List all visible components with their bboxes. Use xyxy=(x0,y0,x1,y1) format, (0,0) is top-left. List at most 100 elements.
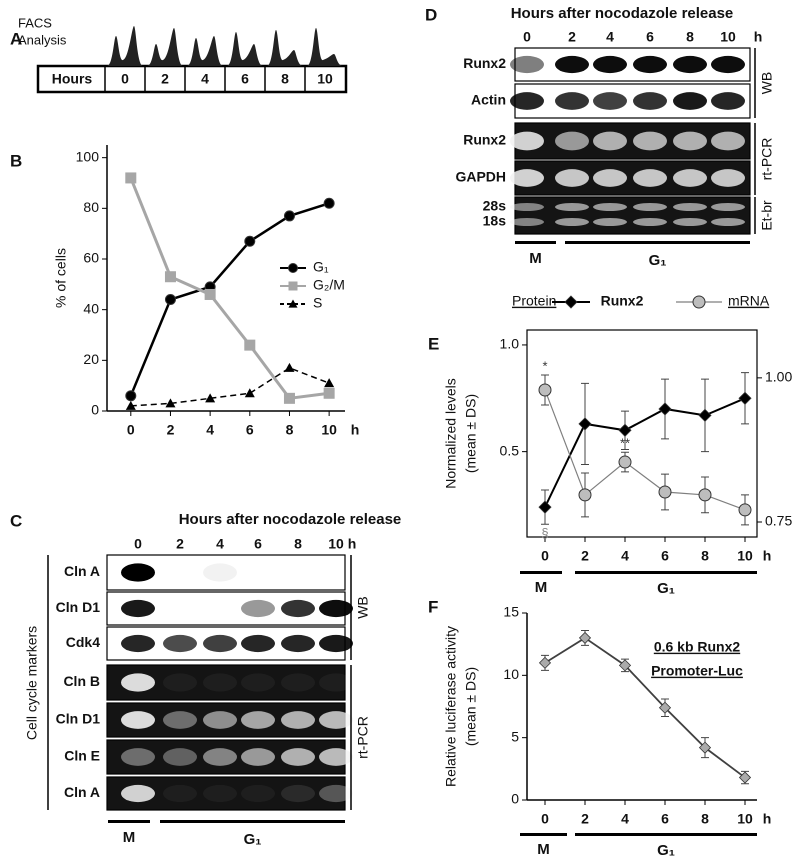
band xyxy=(163,673,197,692)
band xyxy=(711,203,745,211)
series-line xyxy=(129,177,330,400)
marker xyxy=(738,771,752,784)
hour-label: 8 xyxy=(281,71,289,87)
facs-title: Analysis xyxy=(18,32,67,47)
y-tick-label: 0 xyxy=(91,402,99,418)
x-tick-label: 2 xyxy=(167,422,175,438)
legend-label: G₂/M xyxy=(313,277,345,293)
marker xyxy=(658,701,672,714)
panel-letter: A xyxy=(10,29,22,48)
x-tick-label: 10 xyxy=(737,548,753,564)
x-tick-label: 0 xyxy=(127,422,135,438)
legend-label: S xyxy=(313,295,322,311)
band xyxy=(633,55,667,74)
row-label: Cln B xyxy=(63,673,100,689)
band xyxy=(673,169,707,187)
phase-label: M xyxy=(535,579,548,596)
band xyxy=(121,634,155,653)
gel-strip xyxy=(514,122,751,160)
lane-label: 4 xyxy=(606,29,614,45)
band xyxy=(593,131,627,151)
band xyxy=(121,784,155,803)
band xyxy=(319,711,353,729)
lane-label: 6 xyxy=(254,536,262,552)
band xyxy=(241,599,275,618)
band xyxy=(673,131,707,151)
legend-label: Protein xyxy=(512,293,556,309)
point-label: ** xyxy=(620,436,630,451)
series-line xyxy=(129,202,330,397)
marker xyxy=(324,378,335,388)
band xyxy=(319,748,353,766)
marker xyxy=(284,362,295,372)
marker xyxy=(244,388,255,398)
row-label: Runx2 xyxy=(463,55,506,71)
group-label: WB xyxy=(759,72,775,95)
phase-bar xyxy=(565,241,750,244)
y-tick-label: 60 xyxy=(83,250,99,266)
band xyxy=(711,218,745,226)
lane-label: 8 xyxy=(686,29,694,45)
panel-letter: C xyxy=(10,511,22,530)
band xyxy=(319,599,353,618)
phase-label: G₁ xyxy=(649,252,667,269)
band xyxy=(555,131,589,151)
panel-letter: D xyxy=(425,5,437,24)
y-tick-label: 0 xyxy=(511,791,519,807)
band xyxy=(555,92,589,110)
band xyxy=(633,203,667,211)
marker xyxy=(244,235,256,247)
band xyxy=(163,711,197,729)
band xyxy=(593,92,627,110)
marker xyxy=(164,294,176,306)
band xyxy=(593,218,627,226)
phase-bar xyxy=(520,833,567,836)
y-axis-label: (mean ± DS) xyxy=(463,394,479,473)
y2-tick-label: 1.00 xyxy=(765,369,792,385)
band xyxy=(319,673,353,692)
band xyxy=(555,218,589,226)
y-axis-label: Normalized levels xyxy=(443,378,459,488)
marker xyxy=(618,659,632,672)
gel-strip xyxy=(514,160,751,196)
marker xyxy=(323,197,335,209)
lane-label: 4 xyxy=(216,536,224,552)
band xyxy=(593,55,627,74)
band xyxy=(121,673,155,692)
phase-bar xyxy=(160,820,345,823)
band xyxy=(241,634,275,653)
point-label: § xyxy=(541,526,548,541)
series-line xyxy=(544,389,746,511)
band xyxy=(281,634,315,653)
panel-letter: B xyxy=(10,151,22,170)
row-label: Cdk4 xyxy=(66,634,100,650)
marker xyxy=(578,488,592,502)
band xyxy=(555,203,589,211)
marker xyxy=(125,390,137,402)
lane-label: 8 xyxy=(294,536,302,552)
lane-label: 6 xyxy=(646,29,654,45)
phase-bar xyxy=(575,833,757,836)
facs-histogram xyxy=(267,30,303,66)
band xyxy=(241,784,275,803)
marker xyxy=(205,393,216,403)
y-tick-label: 15 xyxy=(503,604,519,620)
band xyxy=(711,169,745,187)
y-axis-label: (mean ± DS) xyxy=(463,667,479,746)
band xyxy=(673,218,707,226)
band xyxy=(555,169,589,187)
x-tick-label: 8 xyxy=(701,811,709,827)
band xyxy=(121,563,155,582)
facs-histogram xyxy=(227,32,263,66)
marker xyxy=(323,387,335,399)
annotation: Promoter-Luc xyxy=(651,663,743,679)
marker xyxy=(164,271,176,283)
x-tick-label: 6 xyxy=(661,811,669,827)
x-tick-label: 8 xyxy=(286,422,294,438)
hour-label: 0 xyxy=(121,71,129,87)
band xyxy=(510,55,544,74)
x-tick-label: 6 xyxy=(661,548,669,564)
series-line xyxy=(544,397,746,508)
marker xyxy=(618,455,632,469)
y-axis-label: % of cells xyxy=(53,248,69,308)
